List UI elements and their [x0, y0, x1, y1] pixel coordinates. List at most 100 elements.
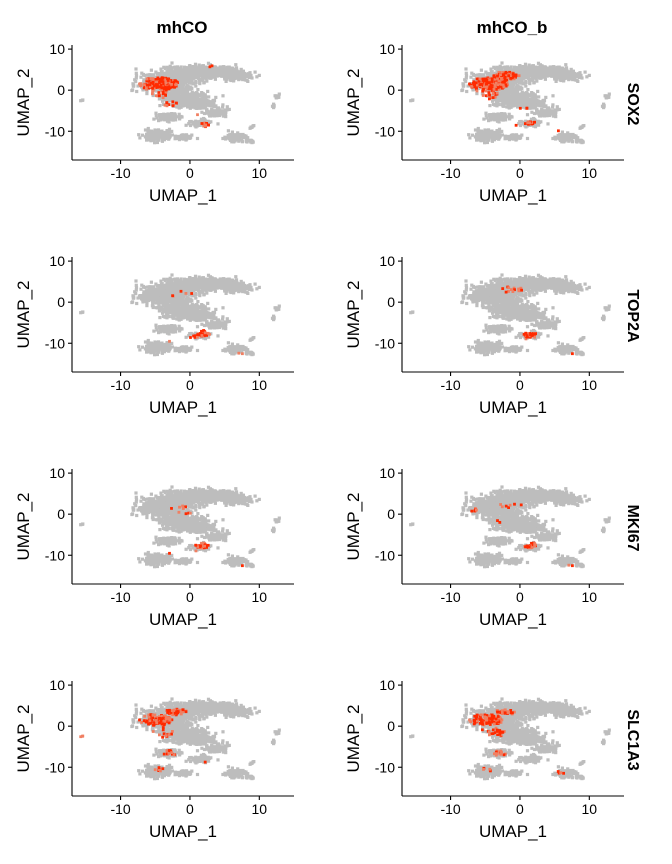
cell-point: [575, 136, 579, 140]
cell-point: [532, 70, 536, 74]
cell-point: [487, 138, 491, 142]
cell-point: [182, 69, 186, 74]
cell-point: [216, 122, 220, 126]
cell-point: [139, 75, 143, 79]
expressed-cell-point: [145, 87, 148, 91]
cell-point: [248, 138, 253, 142]
cell-point: [237, 138, 241, 143]
cell-point: [534, 99, 538, 103]
expressed-cell-point: [490, 77, 494, 81]
expressed-cell-point: [165, 101, 169, 104]
cell-point: [551, 68, 555, 73]
cell-point: [177, 106, 181, 110]
cell-point: [476, 135, 480, 139]
cell-points: [79, 273, 281, 357]
expressed-cell-point: [160, 80, 164, 83]
cell-point: [196, 103, 201, 107]
cell-point: [473, 128, 478, 132]
cell-point: [220, 71, 224, 75]
cell-point: [200, 110, 204, 114]
cell-point: [488, 134, 492, 139]
expressed-cell-point: [165, 104, 169, 108]
cell-point: [479, 129, 483, 133]
expressed-cell-point: [155, 80, 159, 84]
cell-point: [508, 136, 512, 140]
cell-point: [221, 68, 225, 73]
cell-point: [148, 136, 152, 140]
cell-point: [81, 98, 85, 102]
cell-point: [168, 94, 172, 98]
cell-point: [140, 133, 145, 137]
cell-point: [167, 137, 171, 141]
cell-point: [224, 137, 228, 141]
cell-point: [569, 67, 573, 71]
cell-point: [488, 73, 492, 77]
cell-point: [198, 94, 202, 98]
y-tick-label: 10: [379, 41, 395, 57]
cell-point: [132, 84, 136, 88]
cell-point: [501, 115, 506, 119]
cell-point: [199, 69, 203, 73]
cell-point: [137, 133, 141, 137]
cell-point: [549, 109, 553, 113]
cell-point: [236, 131, 240, 135]
expressed-cell-point: [171, 100, 175, 104]
cell-point: [171, 115, 176, 119]
cell-point: [485, 135, 490, 139]
cell-point: [230, 75, 235, 79]
cell-point: [189, 81, 193, 85]
expressed-cell-point: [503, 80, 506, 84]
cell-point: [532, 106, 536, 110]
expressed-cell-point: [501, 71, 505, 74]
cell-point: [183, 133, 187, 137]
cell-point: [542, 105, 546, 109]
cell-point: [483, 141, 487, 145]
cell-point: [134, 74, 139, 78]
cell-point: [536, 103, 540, 107]
expressed-cell-point: [151, 81, 155, 85]
cell-point: [208, 76, 212, 80]
cell-point: [154, 282, 158, 286]
cell-point: [183, 89, 188, 93]
cell-point: [550, 71, 554, 75]
cell-point: [479, 139, 483, 143]
cell-point: [214, 95, 218, 99]
cell-point: [174, 72, 178, 76]
expressed-cell-point: [525, 107, 529, 110]
cell-point: [181, 81, 186, 86]
cell-point: [240, 138, 244, 142]
cell-point: [147, 291, 151, 295]
expressed-cell-point: [503, 72, 507, 76]
x-axis-title: UMAP_1: [149, 186, 217, 205]
cell-point: [204, 104, 208, 108]
cell-point: [162, 112, 166, 116]
cell-point: [489, 118, 493, 122]
cell-point: [179, 90, 183, 94]
cell-point: [158, 134, 162, 139]
expressed-cell-point: [160, 86, 164, 90]
cell-point: [561, 73, 565, 77]
expressed-cell-point: [164, 90, 168, 94]
cell-point: [461, 88, 465, 92]
cell-point: [503, 87, 507, 91]
cell-point: [151, 93, 155, 98]
cell-point: [234, 134, 238, 138]
cell-point: [485, 129, 489, 134]
expressed-cell-point: [511, 72, 515, 76]
expressed-cell-point: [163, 103, 167, 107]
expressed-cell-point: [157, 91, 161, 94]
expressed-cell-point: [151, 78, 155, 81]
cell-point: [527, 63, 531, 67]
cell-point: [159, 118, 163, 122]
expressed-cell-point: [502, 85, 506, 89]
cell-point: [141, 86, 145, 90]
cell-point: [188, 136, 192, 140]
cell-point: [560, 134, 565, 138]
expressed-cell-point: [486, 93, 490, 97]
expressed-cell-point: [166, 79, 170, 82]
cell-point: [550, 68, 554, 72]
cell-point: [154, 75, 158, 79]
cell-point: [221, 94, 225, 98]
cell-point: [558, 70, 562, 74]
cell-point: [181, 72, 185, 76]
